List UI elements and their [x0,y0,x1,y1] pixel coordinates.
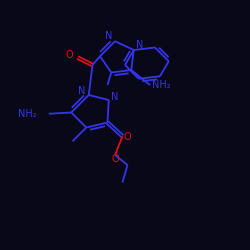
Text: NH₂: NH₂ [152,80,171,90]
Text: N: N [111,92,118,102]
Text: O: O [123,132,131,142]
Text: N: N [78,86,85,96]
Text: NH₂: NH₂ [18,109,37,119]
Text: N: N [105,31,112,41]
Text: N: N [136,40,144,50]
Text: O: O [66,50,73,60]
Text: O: O [112,154,119,164]
